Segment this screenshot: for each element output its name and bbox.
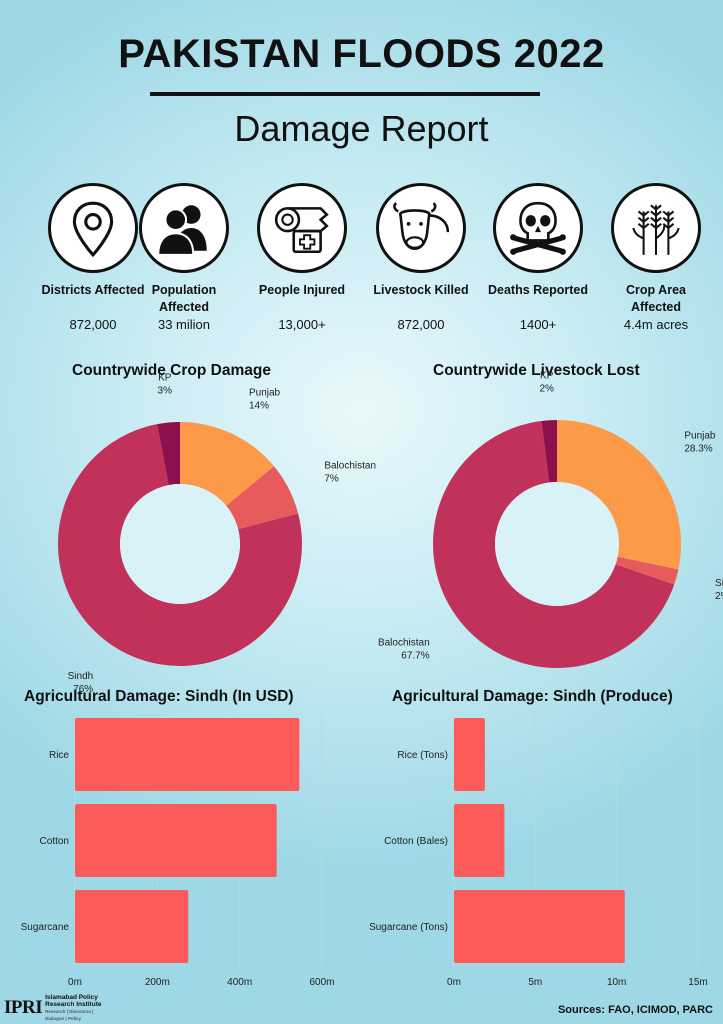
slice-name-label: Punjab xyxy=(249,387,281,398)
stat-label: Districts Affected xyxy=(41,283,145,297)
stat-value: 4.4m acres xyxy=(623,317,689,332)
stat-label: People Injured xyxy=(258,283,346,297)
stat-injured: People Injured 13,000+ xyxy=(246,183,358,333)
livestock-lost-donut: Punjab 28.3% Sindh 2% Balochistan 67.7% KP 2% xyxy=(378,370,723,668)
category-label: Sugarcane (Tons) xyxy=(369,922,448,933)
donut-slice-punjab xyxy=(180,422,275,506)
slice-percent-label: 28.3% xyxy=(684,444,712,455)
stat-value: 872,000 xyxy=(397,317,445,332)
stat-value: 1400+ xyxy=(519,317,557,332)
slice-name-label: KP xyxy=(158,373,172,384)
stat-label: Livestock Killed xyxy=(373,283,469,297)
x-tick-label: 0m xyxy=(447,977,461,988)
x-tick-label: 15m xyxy=(688,977,707,988)
donut-slice-punjab xyxy=(557,420,681,570)
chart-title-sindh-produce: Agricultural Damage: Sindh (Produce) xyxy=(392,688,673,705)
chart-title-livestock-lost: Countrywide Livestock Lost xyxy=(433,362,640,379)
x-tick-label: 5m xyxy=(528,977,542,988)
category-label: Cotton xyxy=(40,836,69,847)
page-subtitle: Damage Report xyxy=(234,108,489,149)
chart-title-sindh-usd: Agricultural Damage: Sindh (In USD) xyxy=(24,688,294,705)
bar xyxy=(454,890,625,963)
donut-slice-balochistan xyxy=(433,420,675,668)
slice-name-label: Sindh xyxy=(715,578,723,589)
bar xyxy=(75,890,189,963)
donut-hole xyxy=(495,482,619,606)
cow-icon xyxy=(393,202,450,250)
wheat-icon xyxy=(632,204,680,255)
donut-slice-kp xyxy=(157,422,180,486)
stat-label: Population Affected xyxy=(151,283,217,314)
sources-note: Sources: FAO, ICIMOD, PARC xyxy=(557,1004,713,1016)
x-tick-label: 200m xyxy=(145,977,170,988)
logo-institute-name: Islamabad Policy Research Institute xyxy=(45,994,102,1008)
bar xyxy=(75,804,277,877)
stat-label: Crop Area Affected xyxy=(626,283,686,314)
slice-name-label: Balochistan xyxy=(378,637,430,648)
stat-deaths: Deaths Reported 1400+ xyxy=(482,183,594,333)
stat-crop-area: Crop Area Affected 4.4m acres xyxy=(600,183,712,333)
bar xyxy=(454,718,485,791)
page-title: PAKISTAN FLOODS 2022 xyxy=(118,32,605,76)
chart-title-crop-damage: Countrywide Crop Damage xyxy=(72,362,271,379)
stat-value: 13,000+ xyxy=(278,317,326,332)
category-label: Rice (Tons) xyxy=(397,750,448,761)
x-tick-label: 0m xyxy=(68,977,82,988)
crop-damage-donut: Punjab 14% Balochistan 7% Sindh 76% KP 3% xyxy=(57,373,376,695)
slice-percent-label: 7% xyxy=(324,473,339,484)
slice-percent-label: 2% xyxy=(539,383,554,394)
bar xyxy=(75,718,300,791)
donut-hole xyxy=(120,484,240,604)
slice-percent-label: 67.7% xyxy=(401,650,429,661)
x-tick-label: 600m xyxy=(309,977,334,988)
bar xyxy=(454,804,505,877)
people-icon xyxy=(157,205,207,256)
slice-name-label: Balochistan xyxy=(324,460,376,471)
ipri-logo: IPRI Islamabad Policy Research Institute… xyxy=(4,994,109,1022)
sindh-produce-bar-chart: 0m 5m 10m 15m Rice (Tons) Cotton (Bales) Sugar… xyxy=(369,712,708,988)
title-divider xyxy=(150,92,540,96)
slice-name-label: Sindh xyxy=(68,671,94,682)
donut-slice-sindh xyxy=(615,556,679,585)
stat-value: 33 milion xyxy=(157,317,211,332)
slice-percent-label: 3% xyxy=(158,386,173,397)
slice-name-label: KP xyxy=(540,370,554,381)
x-tick-label: 400m xyxy=(227,977,252,988)
donut-slice-balochistan xyxy=(226,466,299,530)
category-label: Cotton (Bales) xyxy=(384,836,448,847)
logo-text: IPRI xyxy=(4,997,43,1018)
bandage-icon xyxy=(274,207,329,254)
stat-livestock: Livestock Killed 872,000 xyxy=(365,183,477,333)
slice-name-label: Punjab xyxy=(684,431,716,442)
x-tick-label: 10m xyxy=(607,977,626,988)
category-label: Rice xyxy=(49,750,69,761)
stat-value: 872,000 xyxy=(69,317,117,332)
donut-slice-kp xyxy=(541,420,557,483)
stat-label: Deaths Reported xyxy=(487,283,589,297)
logo-tagline: Research | Discourse | Dialogue | Policy xyxy=(45,1009,94,1021)
slice-percent-label: 14% xyxy=(249,400,269,411)
skull-icon xyxy=(510,201,566,255)
location-pin-icon xyxy=(72,201,114,258)
stat-population: Population Affected 33 milion xyxy=(128,183,240,333)
slice-percent-label: 76% xyxy=(73,684,93,695)
donut-slice-sindh xyxy=(57,424,303,666)
slice-percent-label: 2% xyxy=(715,591,723,602)
stat-districts: Districts Affected 872,000 xyxy=(37,183,149,333)
sindh-usd-bar-chart: 0m 200m 400m 600m Rice Cotton Sugarcane xyxy=(21,712,335,988)
category-label: Sugarcane xyxy=(21,922,70,933)
